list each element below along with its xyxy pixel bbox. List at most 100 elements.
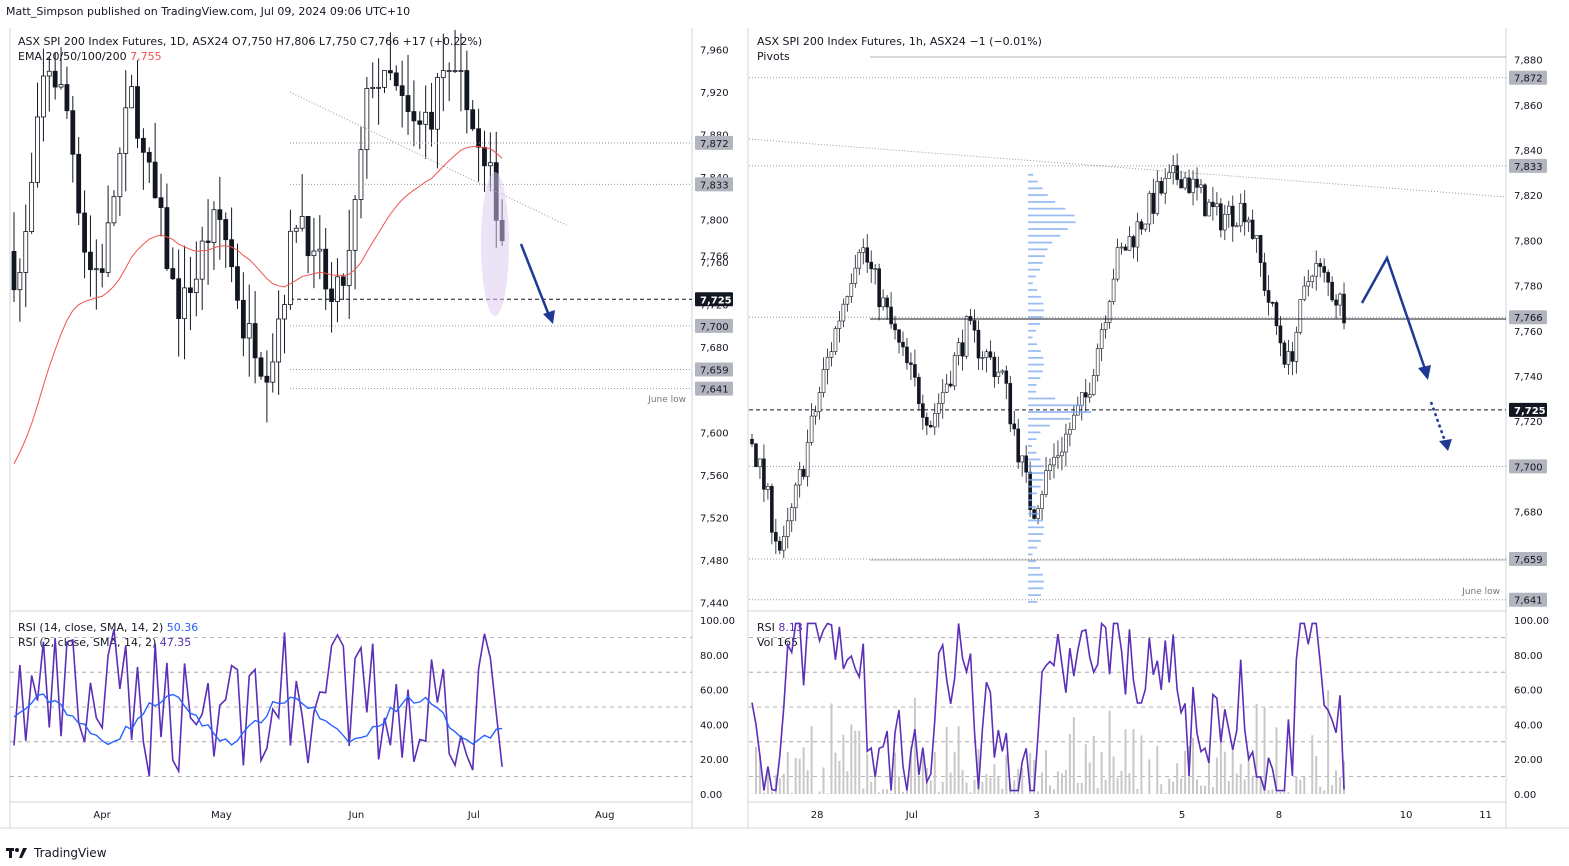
candle-body xyxy=(1246,219,1251,223)
volume-bar xyxy=(949,772,952,794)
price-label-box xyxy=(1509,402,1547,417)
candle-body xyxy=(193,278,199,293)
volume-bar xyxy=(1112,756,1115,794)
price-pane-1: 7,6407,6607,6807,7007,7207,7407,7607,780… xyxy=(749,56,1549,821)
candle-body xyxy=(482,146,487,167)
candle-body xyxy=(913,364,917,378)
volume-profile-bar xyxy=(1028,519,1043,522)
candle-body xyxy=(1254,235,1259,239)
pivots-label: Pivots xyxy=(757,50,790,63)
candle-body xyxy=(417,120,423,125)
volume-bar xyxy=(894,752,897,794)
candle-body xyxy=(311,250,317,257)
price-label: 7,659 xyxy=(1514,555,1543,566)
candle-body xyxy=(1068,429,1072,435)
volume-profile-bar xyxy=(1028,600,1038,603)
right-forecast-arrow xyxy=(1360,254,1428,373)
volume-bar xyxy=(854,730,857,794)
candle-body xyxy=(944,383,949,393)
candle-body xyxy=(1159,181,1164,194)
volume-bar xyxy=(1215,757,1218,794)
volume-bar xyxy=(878,792,881,794)
candle-body xyxy=(35,116,40,183)
candle-body xyxy=(1091,375,1096,395)
volume-bar xyxy=(1128,773,1131,794)
volume-profile-bar xyxy=(1028,567,1041,569)
candle-body xyxy=(1310,275,1315,282)
time-tick-label: Aug xyxy=(595,810,615,821)
candle-body xyxy=(1139,221,1144,230)
volume-bar xyxy=(1319,786,1322,794)
price-label: 7,725 xyxy=(700,295,732,306)
candle-body xyxy=(158,197,164,208)
candle-body xyxy=(270,361,276,383)
volume-bar xyxy=(1235,773,1238,794)
candle-body xyxy=(1227,205,1231,215)
time-tick-label: Apr xyxy=(93,810,111,821)
volume-bar xyxy=(957,726,960,794)
volume-profile-bar xyxy=(1028,295,1041,298)
volume-profile-bar xyxy=(1028,187,1043,190)
volume-bar xyxy=(1116,777,1119,794)
volume-bar xyxy=(1335,770,1338,794)
volume-bar xyxy=(1148,759,1151,794)
volume-bar xyxy=(1271,789,1274,794)
candle-body xyxy=(1008,383,1013,425)
volume-profile-bar xyxy=(1028,180,1038,183)
volume-bar xyxy=(1037,791,1040,794)
candle-body xyxy=(936,402,941,414)
left-high: H7,806 xyxy=(275,35,316,48)
candle-body xyxy=(1258,235,1263,263)
volume-bar xyxy=(1072,717,1075,794)
candle-body xyxy=(785,520,790,537)
volume-profile-bar xyxy=(1028,485,1041,488)
time-tick-label: May xyxy=(211,810,232,821)
candle-body xyxy=(1060,451,1064,457)
rsi-tick-label: 80.00 xyxy=(700,651,729,662)
candle-body xyxy=(364,88,370,151)
candle-body xyxy=(1294,332,1299,362)
candle-body xyxy=(873,268,877,270)
volume-bar xyxy=(1263,707,1266,794)
volume-profile-bar xyxy=(1028,390,1037,393)
candle-body xyxy=(996,371,1001,378)
volume-bar xyxy=(1052,789,1055,794)
price-tick-label: 7,840 xyxy=(1514,146,1543,157)
rsi-tick-label: 60.00 xyxy=(1514,686,1543,697)
volume-bar xyxy=(905,788,908,794)
candle-body xyxy=(948,383,953,387)
candle-body xyxy=(877,268,881,308)
right-change: −1 (−0.01%) xyxy=(969,35,1042,48)
price-label-box xyxy=(695,292,733,307)
volume-bar xyxy=(909,746,912,794)
volume-profile-bar xyxy=(1028,478,1044,481)
candle-body xyxy=(76,153,82,214)
candle-body xyxy=(901,341,905,348)
volume-bar xyxy=(1064,770,1067,794)
volume-bar xyxy=(997,777,1000,794)
volume-bar xyxy=(1068,734,1071,794)
candle-body xyxy=(857,252,862,269)
candle-body xyxy=(152,161,158,199)
volume-bar xyxy=(1005,754,1008,794)
ema-line xyxy=(13,146,503,464)
ema-value: 7,755 xyxy=(130,50,162,63)
volume-bar xyxy=(1231,749,1234,794)
price-tick-label: 7,820 xyxy=(1514,191,1543,202)
candle-body xyxy=(1179,179,1183,189)
volume-bar xyxy=(1172,781,1175,794)
candle-body xyxy=(869,261,874,270)
candle-body xyxy=(1199,184,1203,188)
volume-bar xyxy=(961,770,964,794)
price-tick-label: 7,600 xyxy=(700,428,729,439)
volume-bar xyxy=(1100,751,1103,794)
candle-body xyxy=(1147,192,1152,225)
volume-bar xyxy=(921,754,924,794)
volume-profile-bar xyxy=(1028,262,1043,264)
volume-bar xyxy=(1199,785,1202,794)
volume-bar xyxy=(1307,793,1310,794)
price-label-box xyxy=(695,381,733,396)
candle-body xyxy=(1298,299,1303,333)
candle-body xyxy=(968,316,973,321)
